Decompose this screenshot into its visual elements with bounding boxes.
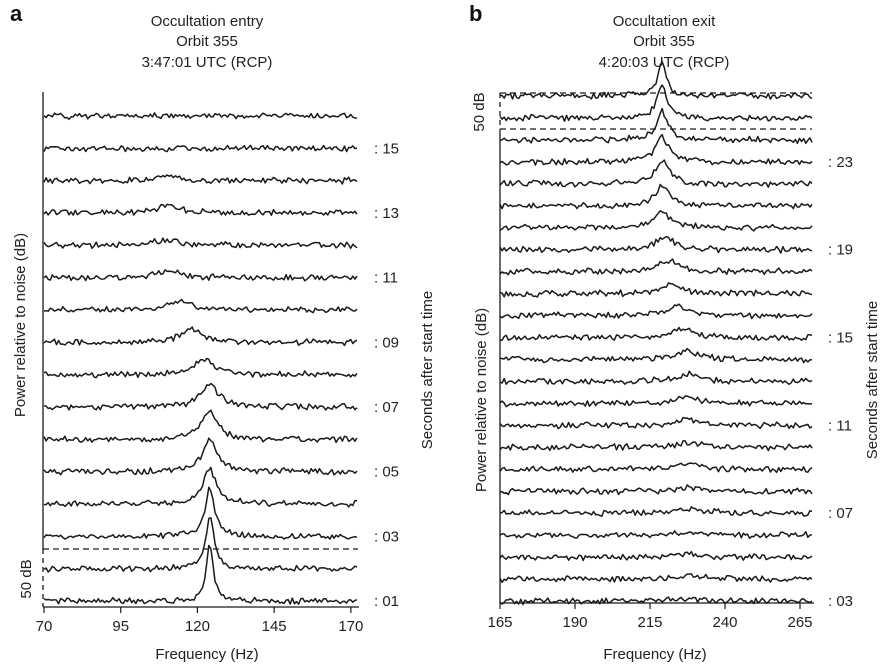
panel-a-spectrum-trace xyxy=(43,237,358,250)
panel-b-seconds-label: : 11 xyxy=(828,417,852,434)
panel-b-seconds-label: : 15 xyxy=(828,330,853,347)
panel-a-x-tick-label: 70 xyxy=(36,618,53,635)
panel-b-x-tick-label: 165 xyxy=(487,614,512,631)
panel-b-spectrum-trace xyxy=(499,370,813,386)
panel-b-spectrum-trace xyxy=(500,326,813,342)
panel-a-spectrum-trace xyxy=(43,357,358,379)
panel-b-spectrum-trace xyxy=(499,235,813,254)
panel-b-spectrum-trace xyxy=(499,210,813,232)
panel-a-spectrum-trace xyxy=(43,409,358,444)
panel-b-x-tick-label: 240 xyxy=(712,614,737,631)
panel-b-spectrum-trace xyxy=(499,596,813,606)
panel-b-spectrum-trace xyxy=(499,61,813,100)
panel-a-spectrum-trace xyxy=(43,174,358,185)
panel-b-x-axis-label: Frequency (Hz) xyxy=(603,646,706,663)
panel-b-spectrum-trace xyxy=(499,347,813,364)
panel-b-spectrum-trace xyxy=(499,462,813,474)
panel-a-seconds-label: : 07 xyxy=(374,399,399,416)
panel-a-title-line-3: 3:47:01 UTC (RCP) xyxy=(142,54,273,71)
panel-b-title-line-3: 4:20:03 UTC (RCP) xyxy=(599,54,730,71)
panel-a-x-axis-label: Frequency (Hz) xyxy=(155,646,258,663)
panel-b-spectrum-trace xyxy=(499,183,813,210)
panel-b-seconds-label: : 23 xyxy=(828,154,853,171)
panel-a-spectrum-trace xyxy=(43,466,358,508)
panel-a-seconds-label: : 15 xyxy=(374,140,399,157)
panel-b-spectrum-trace xyxy=(499,416,813,430)
panel-b-x-tick-label: 265 xyxy=(787,614,812,631)
panel-b-seconds-axis-label: Seconds after start time xyxy=(864,301,881,459)
panel-b-spectrum-trace xyxy=(499,395,813,408)
panel-a-seconds-label: : 09 xyxy=(374,334,399,351)
panel-a-spectrum-trace xyxy=(43,326,358,347)
panel-b-spectrum-trace xyxy=(499,530,813,540)
panel-a-y-axis-label: Power relative to noise (dB) xyxy=(12,233,29,417)
panel-a-spectrum-trace xyxy=(43,144,358,153)
panel-a-spectrum-trace xyxy=(43,544,358,605)
panel-b-x-tick-label: 190 xyxy=(562,614,587,631)
panel-a-seconds-label: : 13 xyxy=(374,205,399,222)
panel-a-x-tick-label: 145 xyxy=(262,618,287,635)
panel-a-spectrum-trace xyxy=(43,517,358,573)
panel-b-spectrum-trace xyxy=(499,133,813,166)
panel-a-spectrum-trace xyxy=(43,112,358,121)
panel-a-plot-area: 70 95 120 145 170 : 01 : 03 : 05 : 07 : 09 : 11 : 1… xyxy=(36,92,399,635)
panel-a-spectrum-trace xyxy=(43,269,358,282)
panel-a-letter: a xyxy=(10,1,23,26)
panel-b-spectrum-trace xyxy=(499,282,813,298)
panel-b-scale-bar-label: 50 dB xyxy=(471,92,488,131)
panel-a-scale-bar-label: 50 dB xyxy=(18,559,35,598)
panel-b-title-line-1: Occultation exit xyxy=(613,13,716,30)
panel-b-spectrum-trace xyxy=(499,440,813,452)
panel-a-x-tick-label: 120 xyxy=(185,618,210,635)
panel-a-spectrum-trace xyxy=(43,437,358,476)
panel-b-y-axis-label: Power relative to noise (dB) xyxy=(473,308,490,492)
panel-b-spectrum-trace xyxy=(499,107,813,145)
panel-a-x-tick-label: 95 xyxy=(112,618,129,635)
panel-a-spectrum-trace xyxy=(43,382,358,411)
panel-a-spectrum-trace xyxy=(43,298,358,314)
panel-b-spectrum-trace xyxy=(499,303,813,320)
panel-b-spectrum-trace xyxy=(499,159,813,188)
panel-a-spectrum-trace xyxy=(43,486,358,540)
panel-b-spectrum-trace xyxy=(499,258,813,276)
panel-a-seconds-label: : 03 xyxy=(374,528,399,545)
panel-b-letter: b xyxy=(469,1,482,26)
panel-b-seconds-label: : 03 xyxy=(828,593,853,610)
panel-a-title-line-1: Occultation entry xyxy=(151,13,264,30)
panel-a-seconds-label: : 05 xyxy=(374,464,399,481)
panel-a-x-tick-label: 170 xyxy=(338,618,363,635)
panel-b-spectrum-trace xyxy=(499,506,813,517)
panel-a-seconds-label: : 01 xyxy=(374,593,399,610)
panel-a-seconds-axis-label: Seconds after start time xyxy=(419,291,436,449)
panel-b-spectrum-trace xyxy=(499,84,813,122)
panel-b-spectrum-trace xyxy=(499,550,813,562)
panel-b-spectrum-trace xyxy=(499,573,813,584)
panel-b-seconds-label: : 19 xyxy=(828,242,853,259)
panel-a-seconds-label: : 11 xyxy=(374,270,398,287)
panel-b-x-tick-label: 215 xyxy=(637,614,662,631)
panel-b-plot-area: 165 190 215 240 265 : 03 : 07 : 11 : 15 : 19 : 23 xyxy=(487,61,853,631)
panel-b-spectrum-trace xyxy=(499,484,813,496)
panel-a-title-line-2: Orbit 355 xyxy=(176,33,238,50)
panel-a-spectrum-trace xyxy=(43,203,358,216)
panel-b-seconds-label: : 07 xyxy=(828,505,853,522)
panel-b-title-line-2: Orbit 355 xyxy=(633,33,695,50)
